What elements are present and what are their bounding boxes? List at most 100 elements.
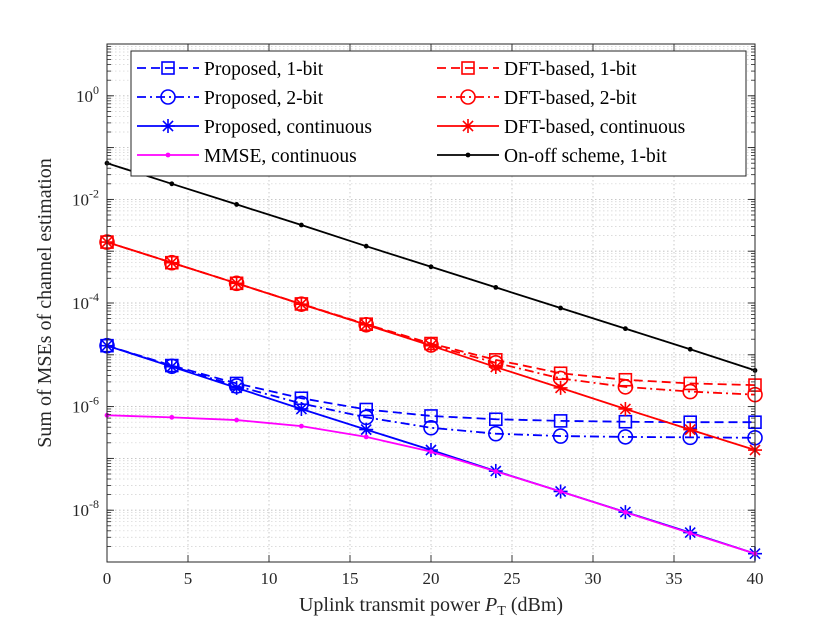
series-line (106, 344, 755, 424)
data-point (164, 255, 179, 270)
y-tick-base: 10 (72, 190, 89, 209)
legend-marker (161, 61, 175, 75)
y-tick-exponent: -6 (89, 394, 99, 408)
data-point (428, 449, 434, 455)
x-tick-label: 30 (585, 569, 602, 588)
legend-entry: Proposed, 1-bit (137, 59, 324, 80)
x-axis-label: Uplink transmit power PT (dBm) (299, 594, 563, 619)
data-point (553, 414, 568, 428)
legend-label: DFT-based, 2-bit (504, 88, 637, 109)
legend-marker (461, 61, 475, 75)
legend-marker (165, 152, 171, 158)
legend-marker (460, 89, 476, 105)
y-tick-base: 10 (72, 294, 89, 313)
legend-label: Proposed, 1-bit (204, 59, 324, 80)
x-tick-label: 5 (184, 569, 193, 588)
data-point (617, 379, 634, 395)
x-tick-label: 10 (261, 569, 278, 588)
legend-marker (465, 152, 471, 158)
legend-marker (160, 89, 176, 105)
data-point (683, 422, 698, 437)
x-tick-label: 25 (504, 569, 521, 588)
data-point (488, 412, 503, 427)
legend-label: MMSE, continuous (204, 146, 357, 167)
data-point (424, 338, 438, 353)
data-point (488, 360, 503, 375)
data-point (428, 264, 434, 270)
legend-entry: MMSE, continuous (137, 146, 357, 167)
y-axis-label: Sum of MSEs of channel estimation (34, 158, 56, 447)
legend-label: Proposed, 2-bit (204, 88, 324, 109)
data-point (493, 469, 499, 474)
legend-entry: DFT-based, 1-bit (437, 59, 637, 80)
legend-marker (161, 119, 175, 133)
y-tick-label: 10-6 (72, 394, 99, 417)
x-tick-label: 35 (666, 569, 683, 588)
data-point (552, 428, 569, 444)
data-point (424, 409, 438, 423)
data-point (359, 402, 374, 417)
data-point (169, 181, 175, 187)
data-point (169, 414, 175, 420)
y-tick-label: 10-2 (72, 186, 99, 209)
legend-entry: On-off scheme, 1-bit (437, 146, 667, 167)
x-tick-label: 0 (103, 569, 112, 588)
data-point (687, 530, 693, 536)
x-tick-label: 15 (342, 569, 359, 588)
x-tick-label: 20 (423, 569, 440, 588)
data-point (682, 383, 699, 400)
legend-marker (461, 119, 475, 133)
data-point (294, 297, 309, 312)
data-point (683, 376, 698, 391)
data-point (623, 326, 628, 332)
y-tick-exponent: -2 (89, 186, 99, 200)
legend-entry: Proposed, continuous (137, 117, 372, 138)
data-point (234, 417, 240, 423)
series-on-off-scheme-1-bit (104, 160, 758, 373)
y-tick-label: 100 (76, 83, 99, 106)
data-point (553, 366, 568, 381)
x-axis-label-text: Uplink transmit power (299, 594, 480, 616)
legend-entry: DFT-based, continuous (437, 117, 685, 138)
data-point (299, 222, 304, 228)
data-point (363, 434, 369, 440)
tick-marks (106, 43, 756, 563)
legend: Proposed, 1-bit DFT-based, 1-bit Proposed,… (130, 50, 747, 177)
data-point (618, 372, 633, 387)
x-axis-symbol: P (484, 594, 497, 616)
data-point (299, 423, 304, 429)
legend-label: Proposed, continuous (204, 117, 372, 138)
legend-label: On-off scheme, 1-bit (504, 146, 667, 167)
data-point (558, 489, 563, 494)
y-tick-label: 10-4 (72, 290, 99, 313)
y-tick-base: 10 (76, 87, 93, 106)
x-tick-labels: 0 5 10 15 20 25 30 35 40 (103, 569, 764, 588)
data-point (234, 202, 240, 207)
y-tick-label: 10-8 (72, 497, 99, 520)
data-point (359, 317, 374, 332)
data-point (229, 380, 244, 395)
y-tick-base: 10 (72, 501, 89, 520)
data-point (623, 509, 628, 515)
legend-label: DFT-based, continuous (504, 117, 685, 138)
data-point (423, 419, 439, 436)
y-tick-exponent: -8 (89, 497, 99, 511)
legend-label: DFT-based, 1-bit (504, 59, 637, 80)
y-tick-exponent: -4 (89, 290, 99, 304)
x-tick-label: 40 (747, 569, 764, 588)
series-mmse-continuous (104, 412, 758, 557)
data-point (164, 359, 179, 374)
data-point (229, 276, 244, 291)
data-point (294, 401, 309, 416)
data-point (493, 285, 499, 290)
data-point (487, 425, 504, 442)
legend-entry: DFT-based, 2-bit (437, 88, 637, 109)
x-axis-unit: (dBm) (511, 594, 563, 616)
data-point (687, 346, 693, 352)
data-point (363, 243, 369, 249)
x-axis-subscript: T (497, 604, 506, 619)
legend-entry: Proposed, 2-bit (137, 88, 324, 109)
data-point (553, 380, 568, 395)
